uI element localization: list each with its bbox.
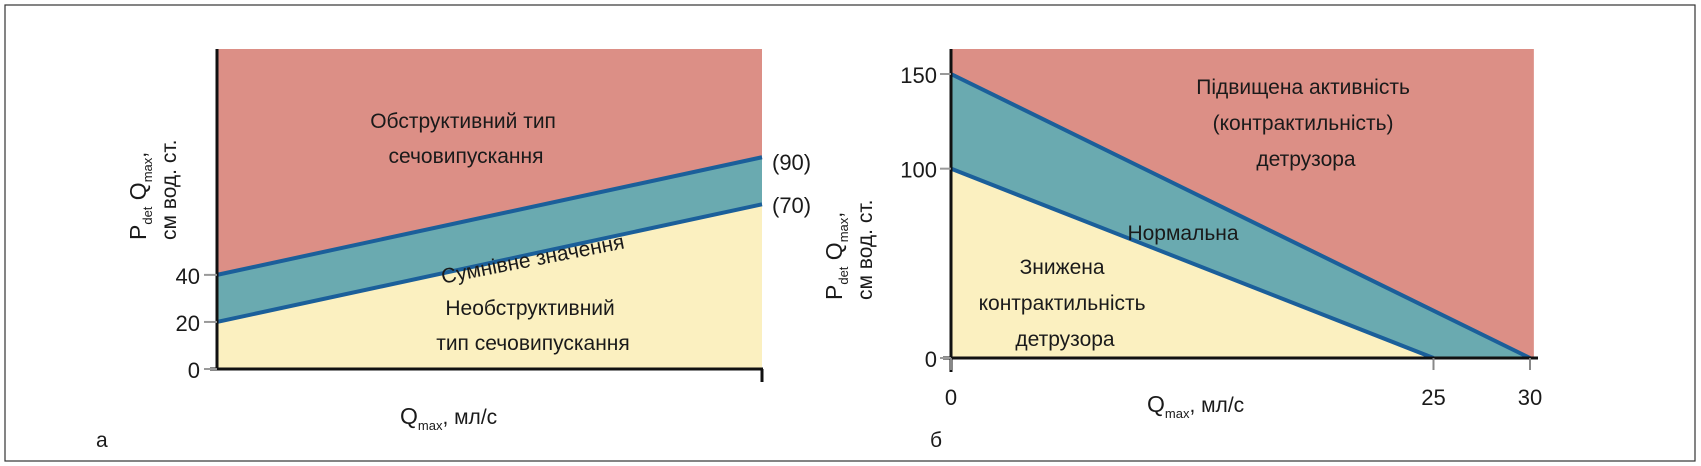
region-label-increased: Підвищена активність (контрактильність) … [1196,76,1416,171]
y-tick-label: 40 [176,264,200,289]
y-axis-label: Pdet Qmax, см вод. ст. [821,200,877,300]
y-tick-label: 20 [176,311,200,336]
chart-a: 0 20 40 (90) (70) Обструктивний тип сечови… [96,49,811,452]
figure-frame [4,4,1696,462]
svg-text:см вод. ст.: см вод. ст. [158,140,181,240]
x-axis-label: Qmax, мл/с [400,403,497,433]
y-tick-label: 0 [188,358,200,383]
region-obstructive [217,49,762,275]
end-label-90: (90) [772,150,811,175]
x-axis-label: Qmax, мл/с [1147,391,1244,421]
y-tick-label: 100 [900,158,937,183]
region-label-reduced: Знижена контрактильність детрузора [979,256,1152,351]
panel-label-a: а [96,429,108,452]
svg-text:см вод. ст.: см вод. ст. [854,200,877,300]
line-upper [950,72,1531,360]
panel-label-b: б [930,429,942,452]
y-tick-label: 150 [900,63,937,88]
region-label-normal: Нормальна [1127,222,1238,245]
svg-text:Pdet Qmax,: Pdet Qmax, [125,152,155,240]
line-lower [216,202,763,324]
x-tick-label: 30 [1518,385,1542,410]
line-upper [216,155,763,277]
region-label-nonobstructive: Необструктивний тип сечовипускання [436,297,630,355]
x-tick-label: 25 [1421,385,1445,410]
line-lower [950,166,1435,360]
x-tick-label: 0 [945,385,957,410]
y-axis-label: Pdet Qmax, см вод. ст. [125,140,181,240]
region-equivocal [217,157,762,322]
chart-b: 0 100 150 0 25 30 Підвищена активність (конт… [821,49,1542,452]
region-label-obstructive: Обструктивний тип сечовипускання [370,110,562,168]
region-nonobstructive [217,204,762,369]
region-increased-activity [951,49,1534,358]
end-label-70: (70) [772,193,811,218]
svg-text:Pdet Qmax,: Pdet Qmax, [821,212,851,300]
y-tick-label: 0 [925,347,937,372]
